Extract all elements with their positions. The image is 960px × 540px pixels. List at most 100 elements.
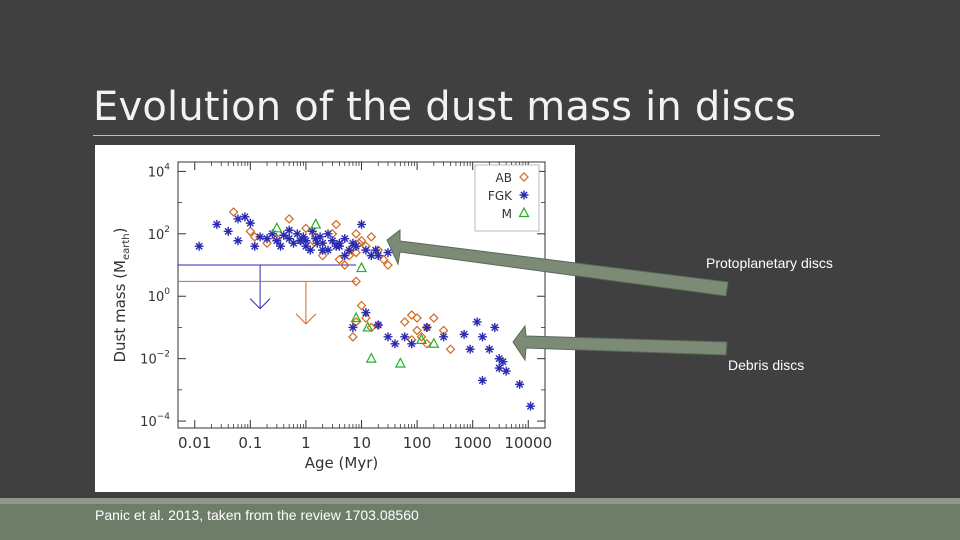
data-point-ab xyxy=(348,331,358,342)
data-point-ab xyxy=(422,338,432,349)
x-tick-label: 0.01 xyxy=(178,434,211,452)
data-point-fgk xyxy=(407,339,417,349)
data-point-m xyxy=(356,261,367,273)
data-point-ab xyxy=(317,250,328,261)
data-point-fgk xyxy=(334,241,344,251)
data-point-ab xyxy=(351,276,361,287)
data-point-fgk xyxy=(351,241,361,251)
y-tick-label: 10−2 xyxy=(140,350,170,368)
data-point-fgk xyxy=(383,248,393,258)
data-point-fgk xyxy=(390,339,400,349)
data-point-fgk xyxy=(477,375,487,385)
data-point-fgk xyxy=(233,236,243,246)
footer-band xyxy=(0,498,960,540)
dust-mass-chart: 0.01 0.1 1 10 100 1000 10000 10−4 10−2 100 102 104 A… xyxy=(111,161,552,472)
data-point-ab xyxy=(228,207,239,217)
data-point-fgk xyxy=(459,329,469,339)
data-point-fgk xyxy=(255,232,265,242)
data-point-fgk xyxy=(340,251,350,261)
x-tick-label: 0.1 xyxy=(238,434,262,452)
data-point-fgk xyxy=(361,245,371,255)
data-point-fgk xyxy=(262,234,272,244)
data-point-ab xyxy=(331,219,342,230)
x-tick-label: 1000 xyxy=(454,434,492,452)
data-point-ab xyxy=(339,260,350,270)
data-point-fgk xyxy=(298,232,308,242)
data-point-fgk xyxy=(327,236,337,246)
data-point-fgk xyxy=(305,245,315,255)
data-point-fgk xyxy=(318,238,328,248)
data-point-fgk xyxy=(212,219,222,229)
data-point-fgk xyxy=(422,322,432,332)
data-point-fgk xyxy=(312,238,322,248)
upper-limit-arrow-head xyxy=(295,313,317,325)
data-point-fgk xyxy=(311,234,321,244)
slide-title: Evolution of the dust mass in discs xyxy=(93,84,797,130)
data-point-ab xyxy=(301,223,311,234)
data-point-ab xyxy=(356,300,367,311)
data-point-fgk xyxy=(373,251,383,261)
data-point-ab xyxy=(412,325,422,336)
y-tick-label: 104 xyxy=(148,162,171,180)
legend-label: M xyxy=(502,207,512,221)
data-point-fgk xyxy=(307,226,317,236)
data-point-m xyxy=(271,222,283,233)
data-point-fgk xyxy=(323,229,333,239)
data-point-fgk xyxy=(318,245,328,255)
data-point-ab xyxy=(406,310,417,320)
data-point-fgk xyxy=(245,218,255,228)
data-point-fgk xyxy=(494,363,504,373)
data-point-ab xyxy=(249,231,260,242)
data-point-fgk xyxy=(400,332,410,342)
data-point-fgk xyxy=(272,236,282,246)
data-point-fgk xyxy=(371,245,381,255)
data-point-fgk xyxy=(383,332,393,342)
legend-marker-ab xyxy=(519,172,529,182)
data-point-m xyxy=(415,333,427,344)
data-point-m xyxy=(362,321,374,332)
data-point-fgk xyxy=(284,225,294,235)
data-point-fgk xyxy=(501,366,511,376)
data-point-m xyxy=(394,357,406,368)
data-point-fgk xyxy=(361,308,371,318)
data-point-fgk xyxy=(240,212,250,222)
data-point-fgk xyxy=(472,317,482,327)
data-point-fgk xyxy=(366,251,376,261)
data-point-ab xyxy=(416,331,427,342)
data-point-fgk xyxy=(494,354,504,364)
data-point-fgk xyxy=(340,234,350,244)
data-point-fgk xyxy=(490,322,500,332)
data-point-fgk xyxy=(301,236,311,246)
data-point-ab xyxy=(334,254,345,265)
data-point-fgk xyxy=(292,229,302,239)
data-point-fgk xyxy=(284,234,294,244)
data-point-fgk xyxy=(484,344,494,354)
data-point-fgk xyxy=(315,232,325,242)
data-point-fgk xyxy=(267,229,277,239)
data-point-fgk xyxy=(498,357,508,367)
data-point-fgk xyxy=(323,245,333,255)
data-point-ab xyxy=(284,214,295,224)
data-point-ab xyxy=(399,317,410,327)
data-point-fgk xyxy=(526,401,536,411)
data-point-fgk xyxy=(348,322,358,332)
y-axis-label: Dust mass (Mearth) xyxy=(111,227,132,362)
data-point-fgk xyxy=(515,379,525,389)
data-point-ab xyxy=(245,226,256,237)
data-point-fgk xyxy=(373,320,383,330)
citation-text: Panic et al. 2013, taken from the review… xyxy=(95,507,419,523)
data-point-fgk xyxy=(465,344,475,354)
x-tick-label: 1 xyxy=(301,434,311,452)
data-point-ab xyxy=(361,313,371,323)
data-point-fgk xyxy=(250,241,260,251)
legend-label: AB xyxy=(496,171,512,185)
data-point-fgk xyxy=(233,214,243,224)
y-tick-label: 102 xyxy=(148,225,170,243)
data-point-ab xyxy=(366,231,377,242)
debris-label: Debris discs xyxy=(728,357,805,373)
data-point-fgk xyxy=(296,236,306,246)
data-point-fgk xyxy=(344,245,354,255)
data-point-fgk xyxy=(357,219,366,229)
protoplanetary-label: Protoplanetary discs xyxy=(706,255,833,271)
upper-limit-arrow-head xyxy=(249,298,271,310)
